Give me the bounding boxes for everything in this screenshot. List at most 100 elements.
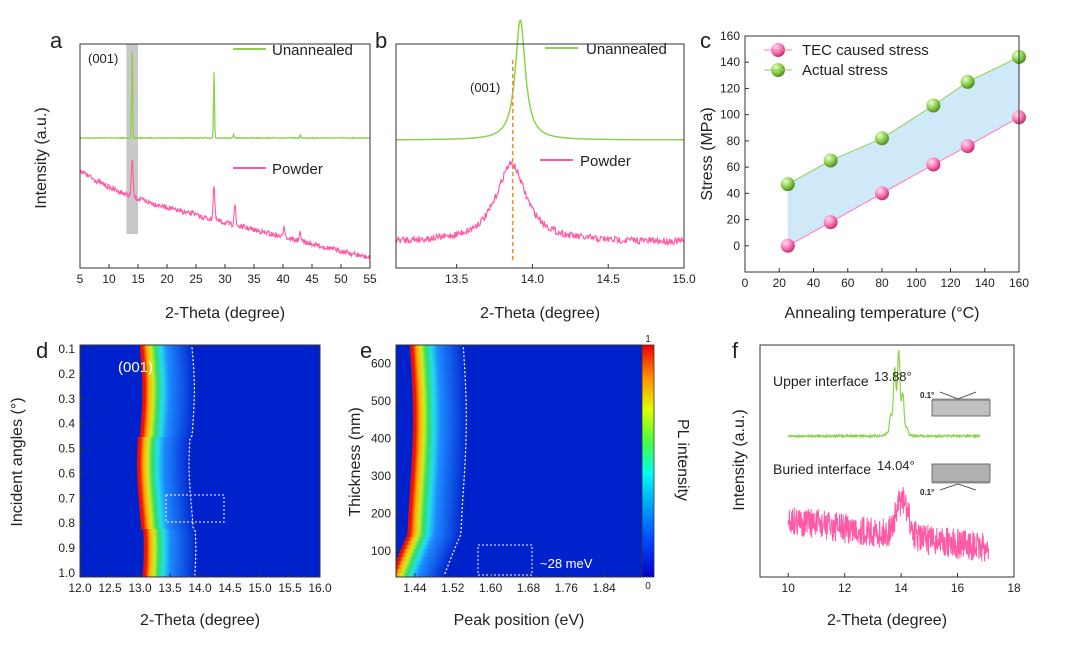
e-strip-right-54	[396, 561, 451, 566]
c-xtick-label-8: 160	[1009, 276, 1029, 290]
d-strip-right-15	[141, 405, 196, 410]
c-xtick-label-6: 120	[940, 276, 960, 290]
heatmap-background-d	[80, 345, 320, 577]
axes-frame-a	[79, 43, 371, 269]
angle-label-upper: 0.1°	[920, 391, 934, 400]
e-ytick-label-3: 400	[371, 432, 391, 446]
x-axis-label-c: Annealing temperature (°C)	[785, 305, 980, 322]
e-strip-right-15	[412, 405, 469, 410]
e-strip-right-44	[408, 521, 464, 526]
d-xtick-label-4: 14.0	[188, 581, 212, 595]
line-tec-stress	[787, 116, 1020, 247]
curve-powder-a	[79, 159, 371, 261]
d-strip-right-5	[141, 365, 196, 370]
legend-actual: Actual stress	[802, 62, 888, 79]
e-strip-right-13	[412, 397, 469, 402]
e-strip-right-37	[409, 493, 466, 498]
c-ytick-label-2: 40	[727, 186, 741, 200]
d-strip-right-20	[140, 425, 195, 430]
d-ytick-label-3: 0.4	[58, 417, 75, 431]
e-strip-right-4	[411, 361, 467, 366]
e-xtick-label-0: 1.44	[403, 581, 427, 595]
b-xtick-label-2: 14.5	[597, 272, 621, 286]
panel-a: a 5 10 15 20 25 30 35 40 45 50 55 (001) Unannealed…	[33, 28, 377, 322]
e-strip-right-57	[396, 573, 447, 577]
d-strip-right-14	[142, 401, 197, 406]
colorbar-max: 1	[645, 334, 651, 345]
e-strip-right-41	[408, 509, 465, 514]
e-strip-right-18	[412, 417, 469, 422]
y-axis-label-f: Intensity (a.u.)	[731, 409, 748, 510]
e-xtick-label-1: 1.52	[441, 581, 465, 595]
c-ytick-label-7: 140	[720, 55, 740, 69]
c-xtick-label-0: 0	[742, 276, 749, 290]
d-strip-right-6	[141, 369, 196, 374]
legend-powder-b: Powder	[580, 153, 631, 170]
d-ytick-label-4: 0.5	[58, 442, 75, 456]
d-strip-right-53	[143, 557, 198, 562]
d-strip-right-26	[137, 449, 192, 454]
a-xtick-label-6: 35	[247, 272, 261, 286]
y-axis-label-d: Incident angles (°)	[9, 397, 26, 526]
highlight-box-d	[165, 494, 225, 523]
panel-label-e: e	[360, 338, 372, 363]
d-strip-right-16	[141, 409, 196, 414]
d-strip-right-43	[140, 517, 195, 522]
e-strip-right-14	[412, 401, 469, 406]
e-strip-right-9	[412, 381, 468, 386]
e-ytick-label-5: 600	[371, 357, 391, 371]
point-tec-0	[780, 238, 795, 253]
d-strip-right-22	[140, 433, 195, 438]
c-xtick-label-1: 20	[773, 276, 787, 290]
panel-label-d: d	[36, 338, 48, 363]
e-strip-right-50	[401, 545, 458, 550]
c-xtick-label-4: 80	[875, 276, 889, 290]
x-axis-label-d: 2-Theta (degree)	[140, 612, 260, 629]
legend-tec: TEC caused stress	[802, 42, 929, 59]
c-ytick-label-1: 20	[727, 213, 741, 227]
e-strip-right-38	[409, 497, 465, 502]
c-ytick-label-4: 80	[727, 134, 741, 148]
d-strip-right-21	[140, 429, 195, 434]
angle-label-buried: 0.1°	[920, 488, 934, 497]
e-strip-right-20	[412, 425, 469, 430]
d-strip-right-33	[137, 477, 192, 482]
point-actual-4	[960, 74, 975, 89]
d-xtick-label-5: 14.5	[218, 581, 242, 595]
d-ytick-label-1: 0.2	[58, 367, 75, 381]
e-strip-right-35	[410, 485, 466, 490]
y-axis-label-a: Intensity (a.u.)	[33, 107, 50, 208]
inset-upper-schematic: 0.1°	[920, 391, 991, 417]
e-strip-right-19	[412, 421, 469, 426]
point-tec-3	[926, 157, 941, 172]
e-xtick-label-4: 1.76	[555, 581, 579, 595]
c-ytick-label-0: 0	[733, 239, 740, 253]
d-strip-right-18	[141, 417, 196, 422]
y-axis-label-e: Thickness (nm)	[347, 407, 364, 516]
c-ytick-label-3: 60	[727, 160, 741, 174]
d-strip-right-36	[138, 489, 193, 494]
point-actual-3	[926, 98, 941, 113]
colorbar-label: PL intensity	[674, 419, 691, 501]
e-strip-right-5	[411, 365, 467, 370]
d-strip-right-8	[142, 377, 197, 382]
c-ytick-label-6: 120	[720, 81, 740, 95]
e-strip-right-2	[410, 353, 466, 358]
e-strip-right-48	[405, 537, 461, 542]
e-strip-right-52	[398, 553, 455, 558]
e-strip-right-49	[403, 541, 460, 546]
d-strip-right-32	[137, 473, 192, 478]
colorbar	[641, 344, 655, 578]
e-strip-right-36	[409, 489, 466, 494]
e-strip-right-28	[411, 457, 468, 462]
annotation-001-a: (001)	[88, 51, 118, 66]
a-xtick-label-3: 20	[160, 272, 174, 286]
d-strip-right-1	[140, 349, 195, 354]
panel-b: b 13.5 14.0 14.5 15.0 (001) Unannealed Powd…	[375, 19, 696, 322]
e-strip-right-25	[412, 445, 468, 450]
e-strip-right-24	[412, 441, 468, 446]
d-strip-right-25	[137, 445, 192, 450]
d-strip-right-9	[142, 381, 197, 386]
d-strip-right-47	[143, 533, 198, 538]
